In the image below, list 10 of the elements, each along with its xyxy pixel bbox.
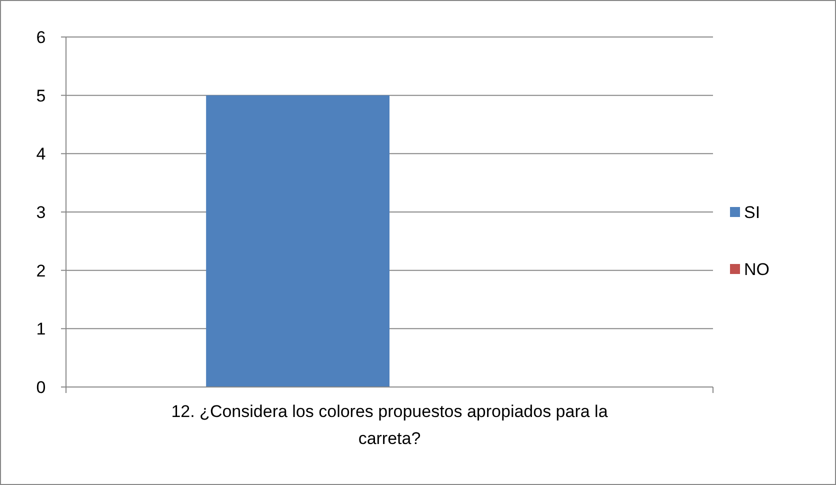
y-tick-label: 6: [36, 28, 46, 47]
y-tick-label: 0: [36, 378, 46, 397]
y-tick-label: 1: [36, 320, 46, 339]
y-tick-label: 2: [36, 261, 46, 280]
y-tick-label: 3: [36, 202, 46, 222]
y-tick-label: 5: [36, 86, 46, 106]
x-tick-label: 12. ¿Considera los colores propuestos apropiados para la carreta?: [171, 402, 608, 448]
y-tick-label: 4: [36, 144, 46, 164]
legend-label: SI: [744, 202, 760, 222]
legend-label: NO: [744, 260, 770, 279]
